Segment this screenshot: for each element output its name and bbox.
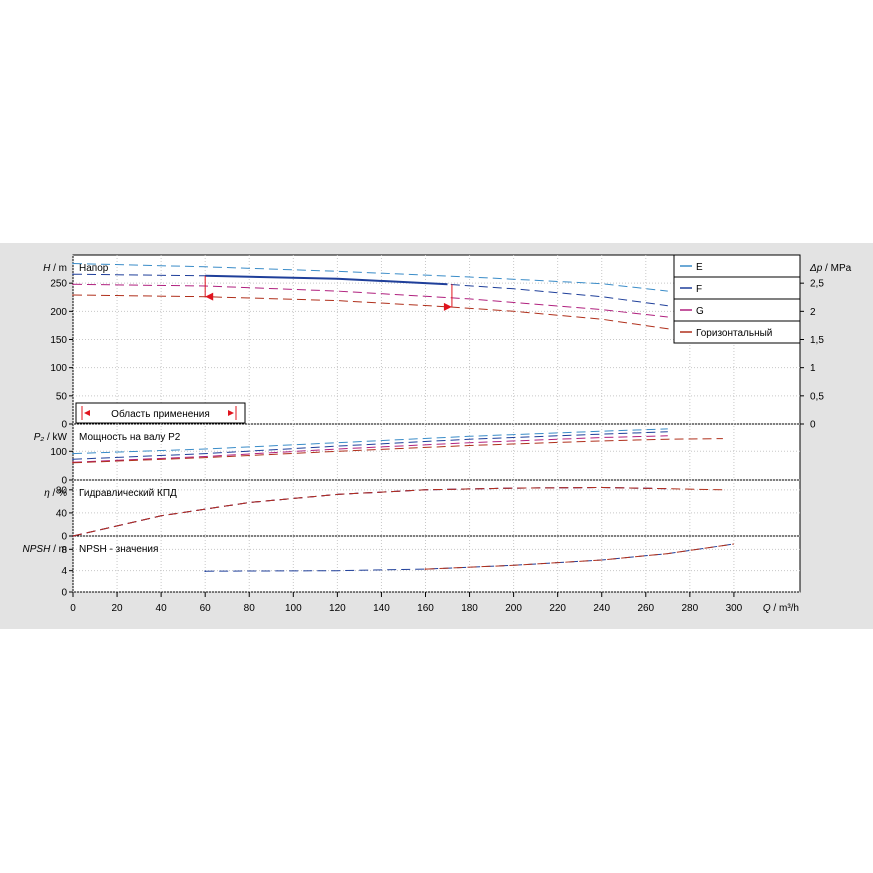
series-point-F xyxy=(72,273,74,275)
x-tick-label: 180 xyxy=(461,603,478,614)
series-line-H xyxy=(425,543,734,570)
application-range: Область применения xyxy=(75,275,453,424)
legend-label-E: E xyxy=(696,262,703,273)
range-marker-left-arrow xyxy=(205,292,214,301)
legend-label-F: F xyxy=(696,284,702,295)
series-operating-F xyxy=(205,274,448,286)
y-tick-label: 0 xyxy=(61,476,67,487)
x-tick-label: 80 xyxy=(244,603,256,614)
legend-item-H xyxy=(673,320,801,344)
legend-item-G xyxy=(673,298,801,322)
series-point-G xyxy=(72,283,74,286)
right-tick-label: 0 xyxy=(810,420,816,431)
x-tick-label: 240 xyxy=(593,603,610,614)
y-tick-label: 0 xyxy=(61,532,67,543)
series-line-E xyxy=(72,263,668,292)
legend-item-F xyxy=(673,276,801,300)
series-point-F xyxy=(72,458,74,461)
y-right-axis-label: Δp / MPa xyxy=(809,263,852,274)
x-tick-label: 140 xyxy=(373,603,390,614)
x-tick-label: 20 xyxy=(111,603,123,614)
y-tick-label: 250 xyxy=(50,279,67,290)
x-tick-label: 200 xyxy=(505,603,522,614)
x-tick-label: 100 xyxy=(285,603,302,614)
y-tick-label: 100 xyxy=(50,447,67,458)
series-line-H xyxy=(72,438,723,464)
y-tick-label: 4 xyxy=(61,566,67,577)
right-tick-label: 1 xyxy=(810,363,816,374)
series-point-H xyxy=(72,294,74,296)
series-line-F xyxy=(72,431,668,460)
x-tick-label: 220 xyxy=(549,603,566,614)
range-marker-right-arrow xyxy=(443,302,452,311)
legend-item-E xyxy=(673,254,801,278)
application-range-label: Область применения xyxy=(111,408,210,420)
range-arrow-left xyxy=(84,410,90,416)
panel-title: NPSH - значения xyxy=(79,544,158,555)
x-tick-label: 160 xyxy=(417,603,434,614)
legend-label-G: G xyxy=(696,306,704,317)
right-tick-label: 1,5 xyxy=(810,335,824,346)
application-range-box xyxy=(75,402,246,424)
y-tick-label: 150 xyxy=(50,335,67,346)
series-point-H xyxy=(424,568,427,570)
series-line-H xyxy=(72,486,723,537)
range-arrow-right xyxy=(228,410,234,416)
y-tick-label: 0 xyxy=(61,588,67,599)
y-tick-label: 200 xyxy=(50,307,67,318)
series-point-H xyxy=(72,461,74,464)
y-tick-label: 80 xyxy=(56,485,68,496)
series-line-E xyxy=(72,428,668,455)
panel-title: Мощность на валу P2 xyxy=(79,432,181,443)
right-tick-label: 2 xyxy=(810,307,816,318)
series-layer xyxy=(72,262,734,572)
series-point-F xyxy=(204,570,206,572)
y-axis-label: NPSH / m xyxy=(23,544,67,555)
x-tick-label: 300 xyxy=(726,603,743,614)
y-tick-label: 0 xyxy=(61,420,67,431)
x-tick-label: 260 xyxy=(637,603,654,614)
y-axis-label: H / m xyxy=(43,263,67,274)
series-line-G xyxy=(72,283,668,318)
series-point-E xyxy=(72,262,74,265)
axes-layer: 0 20 40 60 80 100 120 140 160 180 200 220 240 260 280 3… xyxy=(23,263,852,614)
panel-title: Напор xyxy=(79,263,109,274)
panel-title: Гидравлический КПД xyxy=(79,488,177,499)
series-line-G xyxy=(72,435,668,463)
y-axis-label: η / % xyxy=(44,488,67,499)
x-tick-label: 280 xyxy=(682,603,699,614)
x-tick-label: 40 xyxy=(156,603,168,614)
y-tick-label: 40 xyxy=(56,508,68,519)
x-tick-label: 60 xyxy=(200,603,212,614)
y-tick-label: 100 xyxy=(50,363,67,374)
legend: EFG Горизонтальный xyxy=(673,254,801,344)
series-line-H xyxy=(72,294,723,339)
x-tick-label: 120 xyxy=(329,603,346,614)
x-axis-label: Q / m³/h xyxy=(763,603,799,614)
right-tick-label: 2,5 xyxy=(810,279,824,290)
series-point-E xyxy=(72,452,74,455)
y-tick-label: 50 xyxy=(56,391,68,402)
right-tick-label: 0,5 xyxy=(810,391,824,402)
legend-label-H: Горизонтальный xyxy=(696,328,772,339)
y-axis-label: P₂ / kW xyxy=(34,432,68,443)
y-tick-label: 8 xyxy=(61,545,67,556)
x-tick-label: 0 xyxy=(70,603,76,614)
